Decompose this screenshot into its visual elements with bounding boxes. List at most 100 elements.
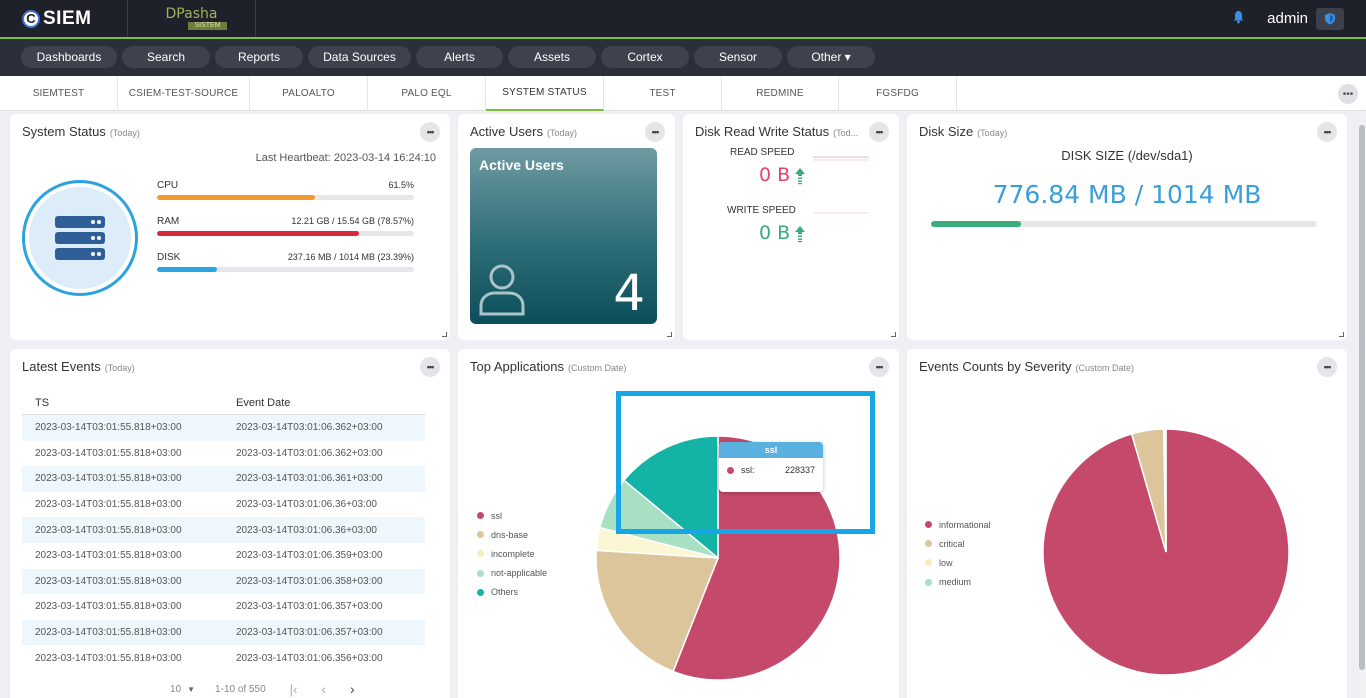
legend-item-incomplete[interactable]: incomplete — [477, 544, 547, 563]
chevron-down-icon[interactable]: ▼ — [187, 684, 196, 694]
table-row[interactable]: 2023-03-14T03:01:55.818+03:00 2023-03-14T… — [22, 466, 425, 492]
column-event-date[interactable]: Event Date — [236, 396, 291, 409]
resize-handle[interactable] — [891, 332, 896, 337]
legend-item-critical[interactable]: critical — [925, 534, 991, 553]
legend-dot — [477, 531, 484, 539]
nav-other-dropdown[interactable]: Other ▾ — [787, 46, 875, 68]
table-row[interactable]: 2023-03-14T03:01:55.818+03:00 2023-03-14T… — [22, 645, 425, 671]
table-row[interactable]: 2023-03-14T03:01:55.818+03:00 2023-03-14T… — [22, 594, 425, 620]
tab-system-status[interactable]: SYSTEM STATUS — [486, 76, 604, 111]
first-page-icon[interactable]: |‹ — [289, 681, 298, 697]
resize-handle[interactable] — [442, 332, 447, 337]
legend-item-low[interactable]: low — [925, 553, 991, 572]
nav-data-sources[interactable]: Data Sources — [308, 46, 411, 68]
active-users-more-button[interactable]: ••• — [645, 122, 665, 142]
brand-c-icon: C — [22, 9, 40, 28]
tab-redmine[interactable]: REDMINE — [722, 76, 839, 111]
user-name[interactable]: admin — [1267, 10, 1308, 27]
system-status-panel: System Status (Today) ••• Last Heartbeat:… — [10, 114, 450, 340]
nav-reports[interactable]: Reports — [215, 46, 303, 68]
severity-title: Events Counts by Severity — [919, 359, 1072, 374]
legend-label: dns-base — [491, 529, 529, 540]
write-up-arrow-icon — [795, 226, 805, 243]
legend-label: ssl — [491, 510, 502, 521]
nav-assets[interactable]: Assets — [508, 46, 596, 68]
cell-ts: 2023-03-14T03:01:55.818+03:00 — [35, 422, 182, 434]
resize-handle[interactable] — [667, 332, 672, 337]
tab-paloalto[interactable]: PALOALTO — [250, 76, 368, 111]
tab-palo-eql[interactable]: PALO EQL — [368, 76, 486, 111]
active-users-count: 4 — [613, 264, 645, 322]
tab-csiem-test-source[interactable]: CSIEM-TEST-SOURCE — [118, 76, 250, 111]
table-row[interactable]: 2023-03-14T03:01:55.818+03:00 2023-03-14T… — [22, 517, 425, 543]
panel-title: Top Applications (Custom Date) — [470, 359, 626, 374]
legend-item-dns-base[interactable]: dns-base — [477, 525, 547, 544]
pie-slice-medium[interactable] — [1164, 428, 1167, 553]
page-size-select[interactable]: 10 — [170, 683, 182, 695]
nav-alerts[interactable]: Alerts — [416, 46, 503, 68]
cell-ts: 2023-03-14T03:01:55.818+03:00 — [35, 601, 182, 613]
brand-logo[interactable]: C SIEM — [0, 0, 128, 37]
shield-icon[interactable] — [1316, 7, 1344, 30]
tabs-more-button[interactable]: ••• — [1338, 84, 1358, 104]
tab-fgsfdg[interactable]: FGSFDG — [839, 76, 957, 111]
tab-test[interactable]: TEST — [604, 76, 722, 111]
legend-label: not-applicable — [491, 568, 548, 579]
legend-item-informational[interactable]: informational — [925, 515, 991, 534]
nav-dashboards[interactable]: Dashboards — [21, 46, 117, 68]
disk-rw-more-button[interactable]: ••• — [869, 122, 889, 142]
write-speed-sparkline — [813, 212, 869, 214]
severity-pie[interactable] — [1037, 423, 1297, 683]
active-users-subtitle: (Today) — [546, 128, 577, 138]
prev-page-icon[interactable]: ‹ — [321, 681, 327, 697]
active-users-card[interactable]: Active Users 4 — [470, 148, 657, 324]
next-page-icon[interactable]: › — [350, 681, 355, 697]
bell-icon[interactable] — [1232, 10, 1245, 27]
page-scrollbar[interactable] — [1358, 111, 1366, 698]
table-row[interactable]: 2023-03-14T03:01:55.818+03:00 2023-03-14T… — [22, 492, 425, 518]
read-up-arrow-icon — [795, 168, 805, 185]
active-users-panel: Active Users (Today) ••• Active Users 4 — [458, 114, 675, 340]
cell-ts: 2023-03-14T03:01:55.818+03:00 — [35, 652, 182, 664]
legend-item-not-applicable[interactable]: not-applicable — [477, 564, 547, 583]
table-row[interactable]: 2023-03-14T03:01:55.818+03:00 2023-03-14T… — [22, 619, 425, 646]
latest-events-panel: Latest Events (Today) ••• TS Event Date 2… — [10, 349, 450, 698]
top-apps-title: Top Applications — [470, 359, 564, 374]
severity-more-button[interactable]: ••• — [1317, 357, 1337, 377]
table-row[interactable]: 2023-03-14T03:01:55.818+03:00 2023-03-14T… — [22, 415, 425, 441]
nav-search[interactable]: Search — [122, 46, 210, 68]
pie-slice-dns-base[interactable] — [595, 549, 720, 673]
top-apps-pie[interactable] — [578, 419, 858, 698]
cell-event-date: 2023-03-14T03:01:06.357+03:00 — [236, 601, 383, 613]
panel-title: Latest Events (Today) — [22, 359, 135, 374]
legend-item-others[interactable]: Others — [477, 583, 547, 602]
nav-sensor[interactable]: Sensor — [694, 46, 782, 68]
tooltip-dot — [727, 466, 734, 474]
column-ts[interactable]: TS — [35, 396, 50, 409]
legend-dot — [925, 559, 932, 567]
pie-slice-others[interactable] — [622, 435, 719, 560]
ram-value: 12.21 GB / 15.54 GB (78.57%) — [291, 216, 414, 226]
tooltip-value: 228337 — [784, 465, 815, 475]
latest-events-more-button[interactable]: ••• — [420, 357, 440, 377]
resize-handle[interactable] — [1339, 332, 1344, 337]
active-users-title: Active Users — [470, 124, 543, 139]
tab-siemtest[interactable]: SIEMTEST — [0, 76, 118, 111]
main-nav: Dashboards Search Reports Data Sources A… — [0, 39, 1366, 76]
cell-ts: 2023-03-14T03:01:55.818+03:00 — [35, 575, 182, 587]
top-apps-more-button[interactable]: ••• — [869, 357, 889, 377]
disk-rw-panel: Disk Read Write Status (Tod... ••• READ S… — [683, 114, 899, 340]
table-row[interactable]: 2023-03-14T03:01:55.818+03:00 2023-03-14T… — [22, 568, 425, 595]
scrollbar-thumb[interactable] — [1359, 125, 1365, 670]
disk-size-more-button[interactable]: ••• — [1317, 122, 1337, 142]
system-status-more-button[interactable]: ••• — [420, 122, 440, 142]
last-heartbeat: Last Heartbeat: 2023-03-14 16:24:10 — [255, 152, 436, 164]
legend-item-ssl[interactable]: ssl — [477, 506, 547, 525]
ram-metric: RAM 12.21 GB / 15.54 GB (78.57%) — [157, 216, 414, 236]
cell-ts: 2023-03-14T03:01:55.818+03:00 — [35, 447, 182, 459]
table-row[interactable]: 2023-03-14T03:01:55.818+03:00 2023-03-14T… — [22, 441, 425, 467]
table-row[interactable]: 2023-03-14T03:01:55.818+03:00 2023-03-14T… — [22, 543, 425, 569]
legend-item-medium[interactable]: medium — [925, 573, 991, 592]
nav-cortex[interactable]: Cortex — [601, 46, 689, 68]
legend-dot — [925, 521, 932, 529]
